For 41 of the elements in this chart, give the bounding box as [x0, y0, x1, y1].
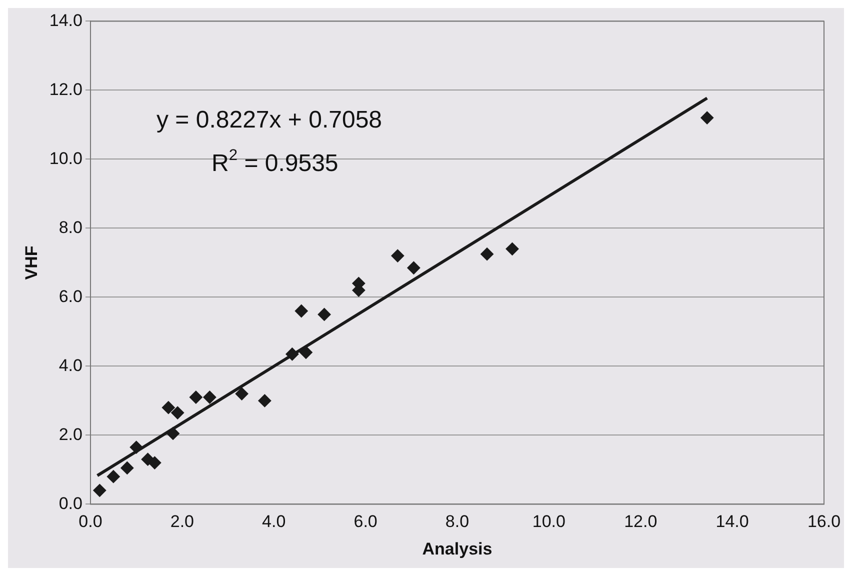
point — [148, 456, 162, 470]
point — [506, 242, 519, 256]
x-tick-label: 12.0 — [624, 512, 658, 532]
point — [235, 387, 248, 400]
x-axis-title: Analysis — [422, 539, 492, 558]
point — [407, 261, 420, 274]
point — [700, 111, 714, 124]
x-tick-label: 14.0 — [716, 512, 749, 532]
x-tick-label: 16.0 — [807, 512, 841, 532]
x-tick-label: 0.0 — [78, 512, 102, 532]
x-tick-label: 8.0 — [445, 512, 470, 532]
point — [189, 390, 202, 404]
point — [391, 249, 404, 262]
y-tick-label: 0.0 — [58, 494, 82, 513]
point — [286, 348, 299, 361]
point — [120, 461, 134, 474]
point — [106, 470, 120, 484]
point — [258, 394, 272, 408]
point — [162, 401, 175, 414]
point — [480, 248, 494, 261]
point — [166, 426, 180, 440]
point — [130, 440, 143, 454]
point — [203, 390, 216, 404]
x-tick-label: 4.0 — [262, 512, 286, 532]
x-tick-label: 10.0 — [532, 512, 566, 532]
x-tick-label: 2.0 — [170, 512, 194, 532]
y-tick-label: 6.0 — [58, 286, 82, 306]
y-tick-label: 12.0 — [49, 80, 82, 99]
point — [171, 406, 184, 420]
point — [318, 308, 331, 321]
point — [93, 484, 106, 497]
x-tick-label: 6.0 — [354, 512, 378, 532]
y-tick-label: 14.0 — [49, 10, 82, 30]
y-axis-title: VHF — [22, 246, 41, 280]
y-tick-label: 8.0 — [58, 218, 82, 237]
y-tick-label: 10.0 — [49, 148, 82, 168]
point — [294, 304, 308, 318]
point — [299, 346, 312, 359]
y-tick-label: 4.0 — [58, 356, 82, 375]
y-tick-label: 2.0 — [58, 424, 82, 444]
annotation: y = 0.8227x + 0.7058 — [156, 106, 382, 134]
